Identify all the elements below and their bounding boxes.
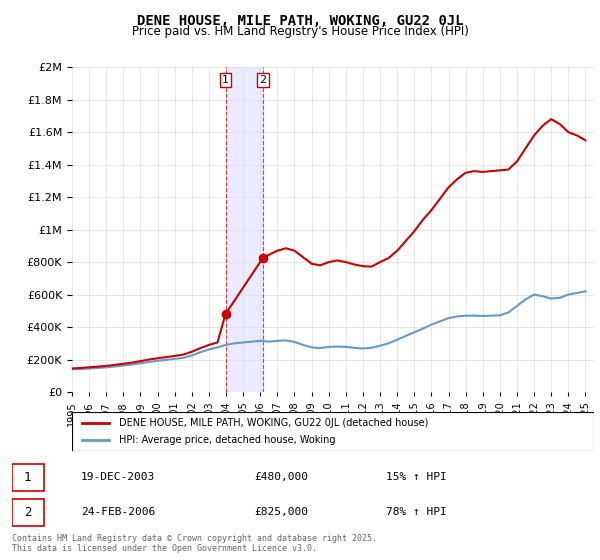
Text: 2: 2 (259, 75, 266, 85)
FancyBboxPatch shape (12, 499, 44, 526)
Text: HPI: Average price, detached house, Woking: HPI: Average price, detached house, Woki… (119, 435, 335, 445)
FancyBboxPatch shape (12, 464, 44, 491)
Text: 19-DEC-2003: 19-DEC-2003 (81, 473, 155, 482)
Text: DENE HOUSE, MILE PATH, WOKING, GU22 0JL (detached house): DENE HOUSE, MILE PATH, WOKING, GU22 0JL … (119, 418, 428, 428)
Text: £480,000: £480,000 (254, 473, 308, 482)
Text: 1: 1 (222, 75, 229, 85)
Text: Contains HM Land Registry data © Crown copyright and database right 2025.
This d: Contains HM Land Registry data © Crown c… (12, 534, 377, 553)
Bar (226, 67, 263, 392)
Text: Price paid vs. HM Land Registry's House Price Index (HPI): Price paid vs. HM Land Registry's House … (131, 25, 469, 38)
Text: 15% ↑ HPI: 15% ↑ HPI (386, 473, 447, 482)
Text: £825,000: £825,000 (254, 507, 308, 517)
Text: 24-FEB-2006: 24-FEB-2006 (81, 507, 155, 517)
FancyBboxPatch shape (72, 412, 594, 451)
Text: 78% ↑ HPI: 78% ↑ HPI (386, 507, 447, 517)
Text: DENE HOUSE, MILE PATH, WOKING, GU22 0JL: DENE HOUSE, MILE PATH, WOKING, GU22 0JL (137, 14, 463, 28)
Text: 2: 2 (24, 506, 31, 519)
Text: 1: 1 (24, 471, 31, 484)
